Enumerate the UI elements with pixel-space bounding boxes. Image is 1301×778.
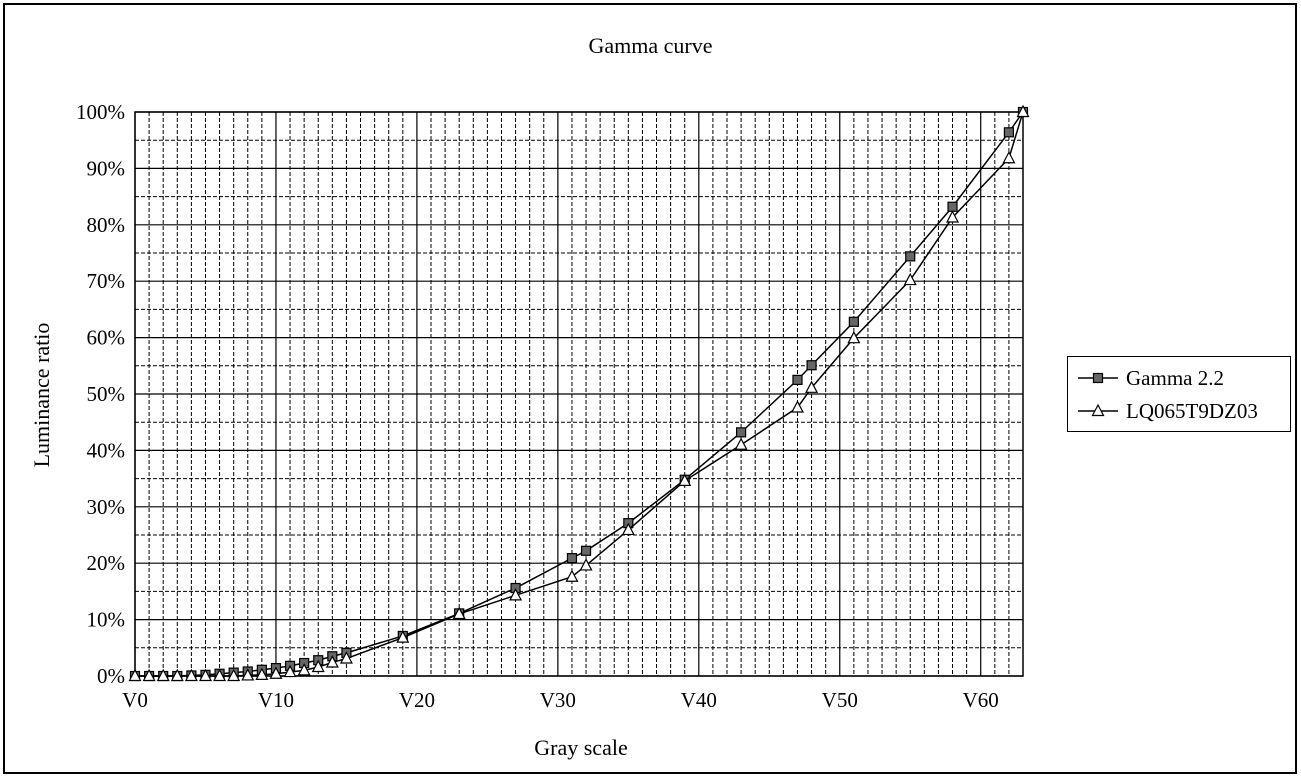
legend-triangle-marker-icon [1078, 403, 1118, 417]
y-tick-label: 60% [87, 326, 126, 350]
legend: Gamma 2.2 LQ065T9DZ03 [1067, 356, 1291, 432]
data-point-square [792, 374, 803, 385]
data-point-triangle [339, 651, 353, 664]
y-tick-label: 0% [97, 664, 125, 688]
data-point-square [580, 545, 592, 556]
x-tick-label: V10 [258, 688, 294, 712]
data-point-triangle [269, 666, 283, 679]
data-point-triangle [452, 606, 466, 620]
plot-area [134, 111, 1024, 677]
x-tick-label: V60 [963, 688, 999, 712]
data-point-triangle [621, 522, 635, 536]
legend-label-gamma: Gamma 2.2 [1126, 365, 1224, 390]
data-point-triangle [255, 667, 269, 680]
x-tick-label: V0 [122, 688, 148, 712]
data-point-square [806, 360, 817, 371]
data-point-square [905, 251, 916, 262]
data-point-triangle [734, 437, 748, 450]
data-point-triangle [847, 330, 861, 344]
data-point-triangle [946, 210, 960, 223]
data-point-square [848, 316, 859, 327]
x-tick-label: V40 [681, 688, 717, 712]
x-axis-title: Gray scale [534, 735, 628, 760]
y-tick-label: 50% [87, 382, 126, 406]
chart-frame [3, 3, 1297, 774]
data-point-triangle [128, 668, 142, 682]
data-point-triangle [579, 558, 593, 571]
x-tick-label: V50 [822, 688, 858, 712]
data-point-square [566, 553, 578, 564]
data-point-triangle [1016, 104, 1030, 118]
data-point-triangle [213, 668, 227, 682]
data-point-triangle [565, 569, 579, 582]
data-point-triangle [156, 668, 170, 682]
data-point-square [735, 427, 747, 438]
data-point-triangle [142, 668, 156, 682]
data-point-triangle [227, 668, 241, 682]
data-point-triangle [198, 668, 212, 682]
data-point-triangle [241, 668, 255, 681]
data-point-triangle [1002, 150, 1016, 164]
data-point-triangle [311, 659, 325, 673]
data-point-triangle [184, 668, 198, 682]
data-point-triangle [297, 663, 311, 676]
x-tick-label: V20 [399, 688, 435, 712]
y-tick-label: 20% [87, 551, 126, 575]
y-tick-label: 90% [87, 156, 126, 180]
data-point-triangle [509, 588, 523, 601]
x-tick-label: V30 [540, 688, 576, 712]
y-axis-title: Luminance ratio [29, 322, 54, 468]
data-point-square [947, 201, 958, 212]
y-tick-label: 80% [87, 213, 126, 237]
y-tick-label: 70% [87, 269, 126, 293]
y-tick-label: 10% [87, 608, 126, 632]
legend-square-marker-icon [1078, 372, 1118, 384]
grid-lines [134, 111, 1023, 677]
data-point-triangle [903, 272, 917, 286]
series-layer [128, 104, 1030, 682]
y-tick-label: 100% [76, 100, 125, 124]
data-point-square [1003, 127, 1015, 138]
legend-item-lq065: LQ065T9DZ03 [1078, 396, 1258, 426]
data-point-triangle [396, 630, 410, 643]
chart-title: Gamma curve [588, 33, 713, 58]
data-point-triangle [790, 400, 804, 413]
legend-label-lq065: LQ065T9DZ03 [1126, 398, 1258, 423]
data-point-triangle [805, 380, 819, 393]
data-point-triangle [170, 668, 184, 682]
tick-labels: V0 V10 V20 V30 V40 V50 V60 0% 10% 20% 30% 40% 50% 60%… [76, 100, 999, 712]
data-point-triangle [678, 473, 692, 486]
data-point-triangle [283, 664, 297, 678]
y-tick-label: 40% [87, 438, 126, 462]
legend-item-gamma: Gamma 2.2 [1078, 363, 1224, 393]
data-point-triangle [325, 655, 339, 668]
series-lq065 [128, 104, 1030, 682]
y-tick-label: 30% [87, 495, 126, 519]
